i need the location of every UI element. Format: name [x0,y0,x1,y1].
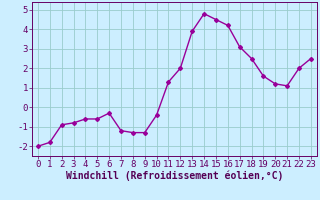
X-axis label: Windchill (Refroidissement éolien,°C): Windchill (Refroidissement éolien,°C) [66,171,283,181]
